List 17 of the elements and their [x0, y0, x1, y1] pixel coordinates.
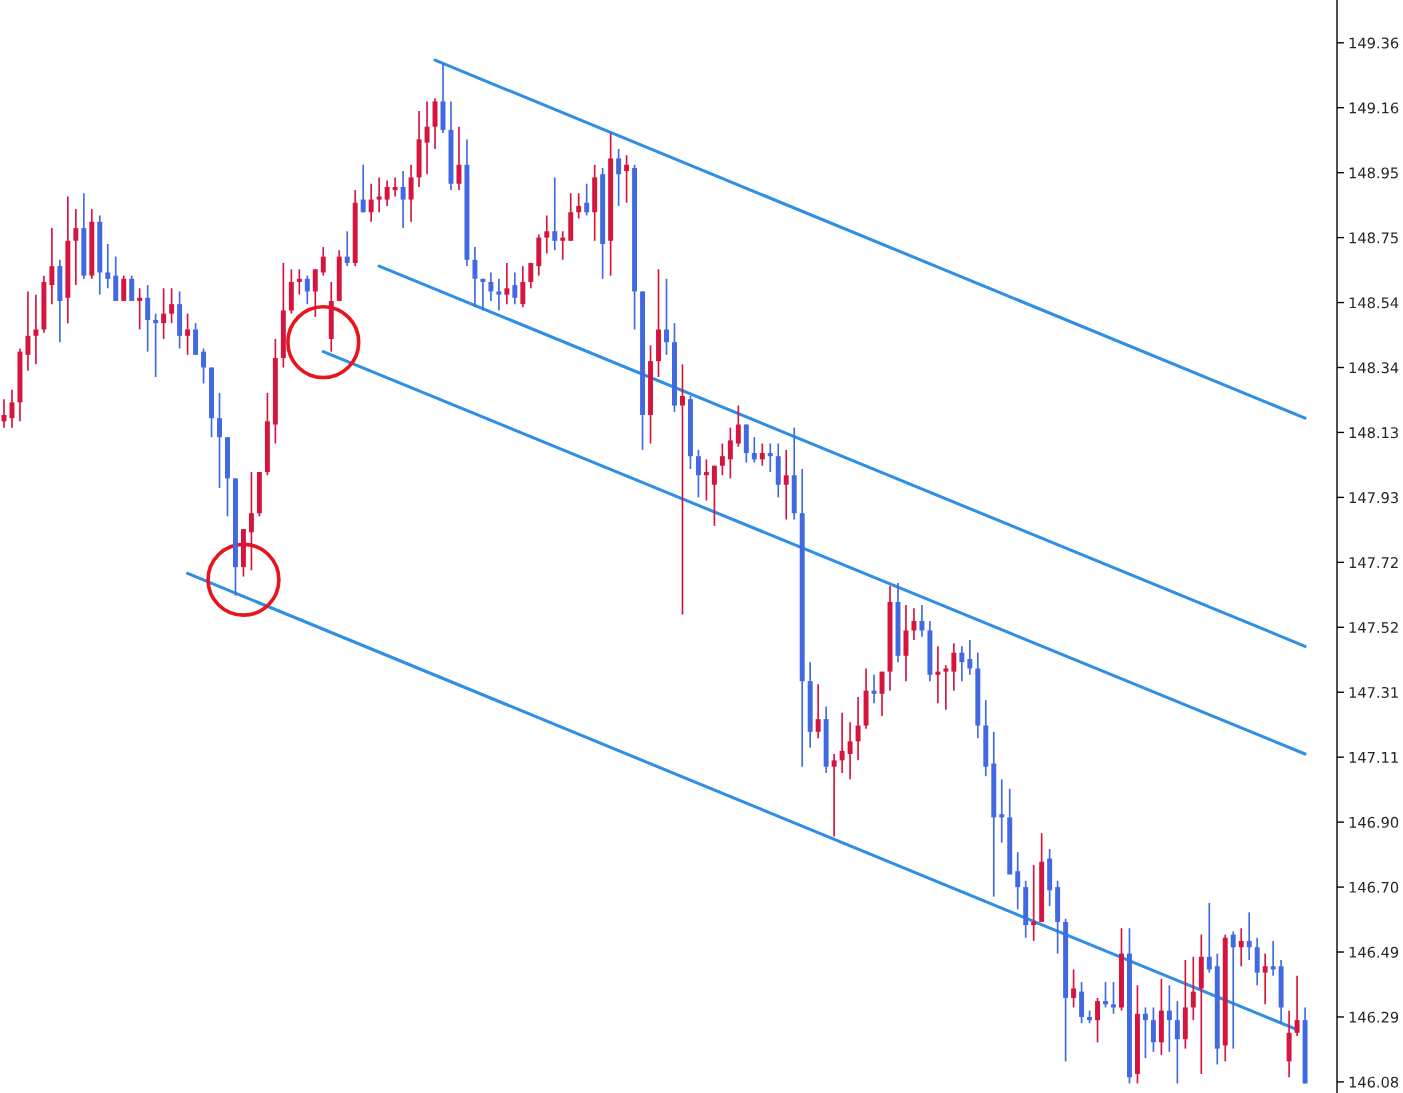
- y-tick-label: 146.49: [1349, 946, 1399, 958]
- y-tick-label: 146.70: [1349, 881, 1399, 893]
- y-tick-label: 147.72: [1349, 557, 1398, 568]
- y-tick-label: 148.54: [1349, 297, 1399, 309]
- y-tick-label: 147.52: [1349, 622, 1398, 634]
- y-tick-label: 148.95: [1349, 167, 1398, 179]
- y-tick-label: 148.34: [1349, 362, 1399, 374]
- y-tick-label: 147.11: [1349, 752, 1398, 763]
- y-tick-label: 146.90: [1349, 816, 1399, 828]
- y-tick-label: 147.31: [1349, 686, 1398, 698]
- y-tick-label: 146.08: [1349, 1076, 1399, 1088]
- y-tick-label: 147.93: [1349, 492, 1398, 504]
- y-tick-label: 149.36: [1349, 37, 1399, 49]
- y-tick-label: 148.75: [1349, 232, 1398, 244]
- y-tick-label: 146.29: [1349, 1011, 1399, 1023]
- y-tick-label: 148.13: [1349, 427, 1398, 439]
- y-tick-label: 149.16: [1349, 102, 1399, 114]
